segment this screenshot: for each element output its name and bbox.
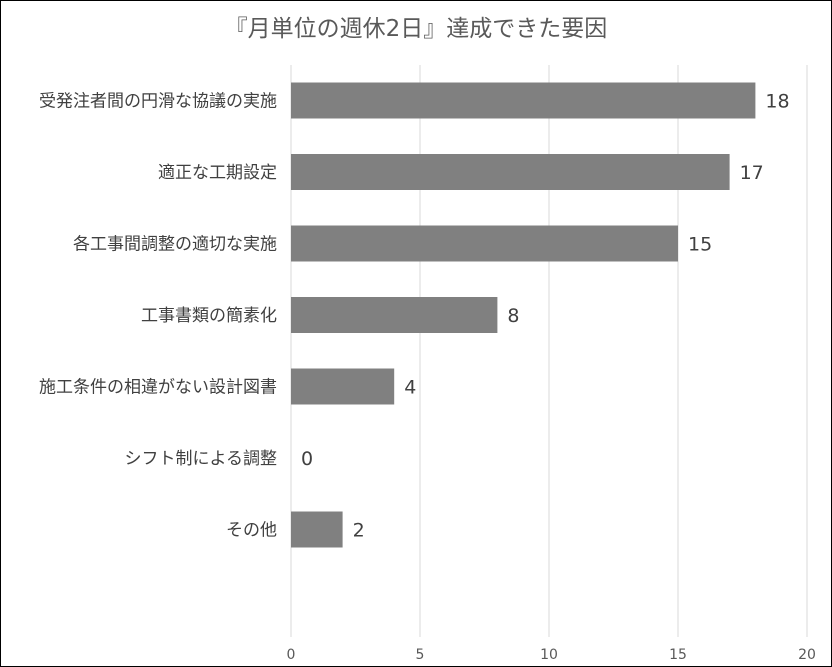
bar: [291, 154, 730, 190]
chart-title: 『月単位の週休2日』達成できた要因: [225, 16, 608, 42]
x-axis-ticks: 0 5 10 15 20: [287, 647, 816, 663]
category-labels: 受発注者間の円滑な協議の実施適正な工期設定各工事間調整の適切な実施工事書類の簡素…: [39, 92, 277, 541]
category-label: 適正な工期設定: [158, 163, 277, 183]
value-label: 17: [740, 162, 764, 184]
value-labels: 18 17 15 8 4 0 2: [301, 91, 790, 542]
category-label: 各工事間調整の適切な実施: [73, 235, 277, 255]
value-label: 0: [301, 448, 313, 470]
x-tick-label: 20: [798, 647, 816, 663]
bar: [291, 82, 756, 119]
value-label: 8: [507, 305, 519, 327]
category-label: 工事書類の簡素化: [141, 306, 277, 326]
value-label: 2: [353, 520, 365, 542]
bars: [291, 82, 756, 548]
bar: [291, 225, 678, 262]
category-label: その他: [226, 521, 277, 541]
x-tick-label: 15: [669, 647, 687, 663]
bar: [291, 511, 343, 548]
x-tick-label: 0: [287, 647, 296, 663]
x-tick-label: 5: [416, 647, 425, 663]
gridlines: [290, 65, 808, 637]
x-tick-label: 10: [540, 647, 558, 663]
category-label: 受発注者間の円滑な協議の実施: [39, 92, 277, 112]
value-label: 4: [404, 377, 416, 399]
value-label: 15: [688, 234, 712, 256]
value-label: 18: [765, 91, 789, 113]
bar: [291, 368, 395, 405]
bar: [291, 297, 498, 333]
category-label: 施工条件の相違がない設計図書: [39, 378, 277, 398]
category-label: シフト制による調整: [125, 449, 278, 469]
